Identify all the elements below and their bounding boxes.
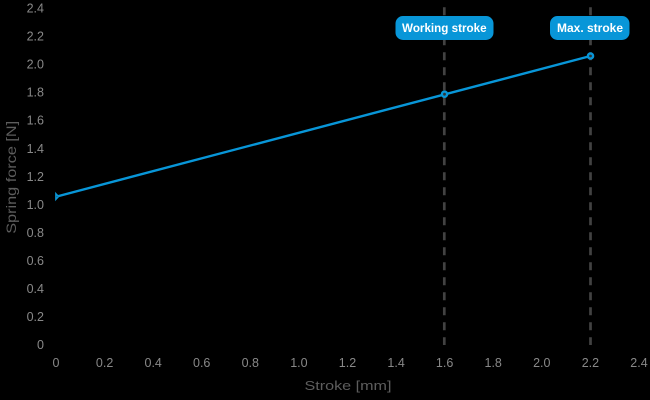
svg-text:Working stroke: Working stroke: [402, 23, 487, 35]
svg-text:0.2: 0.2: [96, 356, 113, 370]
svg-text:0: 0: [37, 338, 44, 352]
svg-text:1.8: 1.8: [27, 86, 44, 100]
svg-text:0.4: 0.4: [27, 282, 44, 296]
svg-text:1.6: 1.6: [27, 114, 44, 128]
svg-text:0.2: 0.2: [27, 310, 44, 324]
svg-text:0.4: 0.4: [145, 356, 162, 370]
svg-text:2.2: 2.2: [27, 30, 44, 44]
svg-text:0.6: 0.6: [27, 254, 44, 268]
svg-text:2.4: 2.4: [27, 2, 44, 16]
svg-text:Spring force [N]: Spring force [N]: [4, 121, 19, 234]
svg-text:2.0: 2.0: [27, 58, 44, 72]
svg-text:1.2: 1.2: [339, 356, 356, 370]
svg-text:0.6: 0.6: [193, 356, 210, 370]
svg-text:1.2: 1.2: [27, 170, 44, 184]
svg-text:1.8: 1.8: [485, 356, 502, 370]
svg-text:Max. stroke: Max. stroke: [557, 23, 623, 35]
svg-text:2.0: 2.0: [533, 356, 550, 370]
svg-text:1.4: 1.4: [387, 356, 404, 370]
svg-text:0.8: 0.8: [27, 226, 44, 240]
svg-text:2.2: 2.2: [582, 356, 599, 370]
svg-text:2.4: 2.4: [630, 356, 647, 370]
svg-text:1.4: 1.4: [27, 142, 44, 156]
svg-text:1.6: 1.6: [436, 356, 453, 370]
svg-text:Stroke [mm]: Stroke [mm]: [305, 378, 392, 393]
svg-text:1.0: 1.0: [27, 198, 44, 212]
svg-text:1.0: 1.0: [290, 356, 307, 370]
svg-text:0: 0: [53, 356, 60, 370]
svg-text:0.8: 0.8: [242, 356, 259, 370]
